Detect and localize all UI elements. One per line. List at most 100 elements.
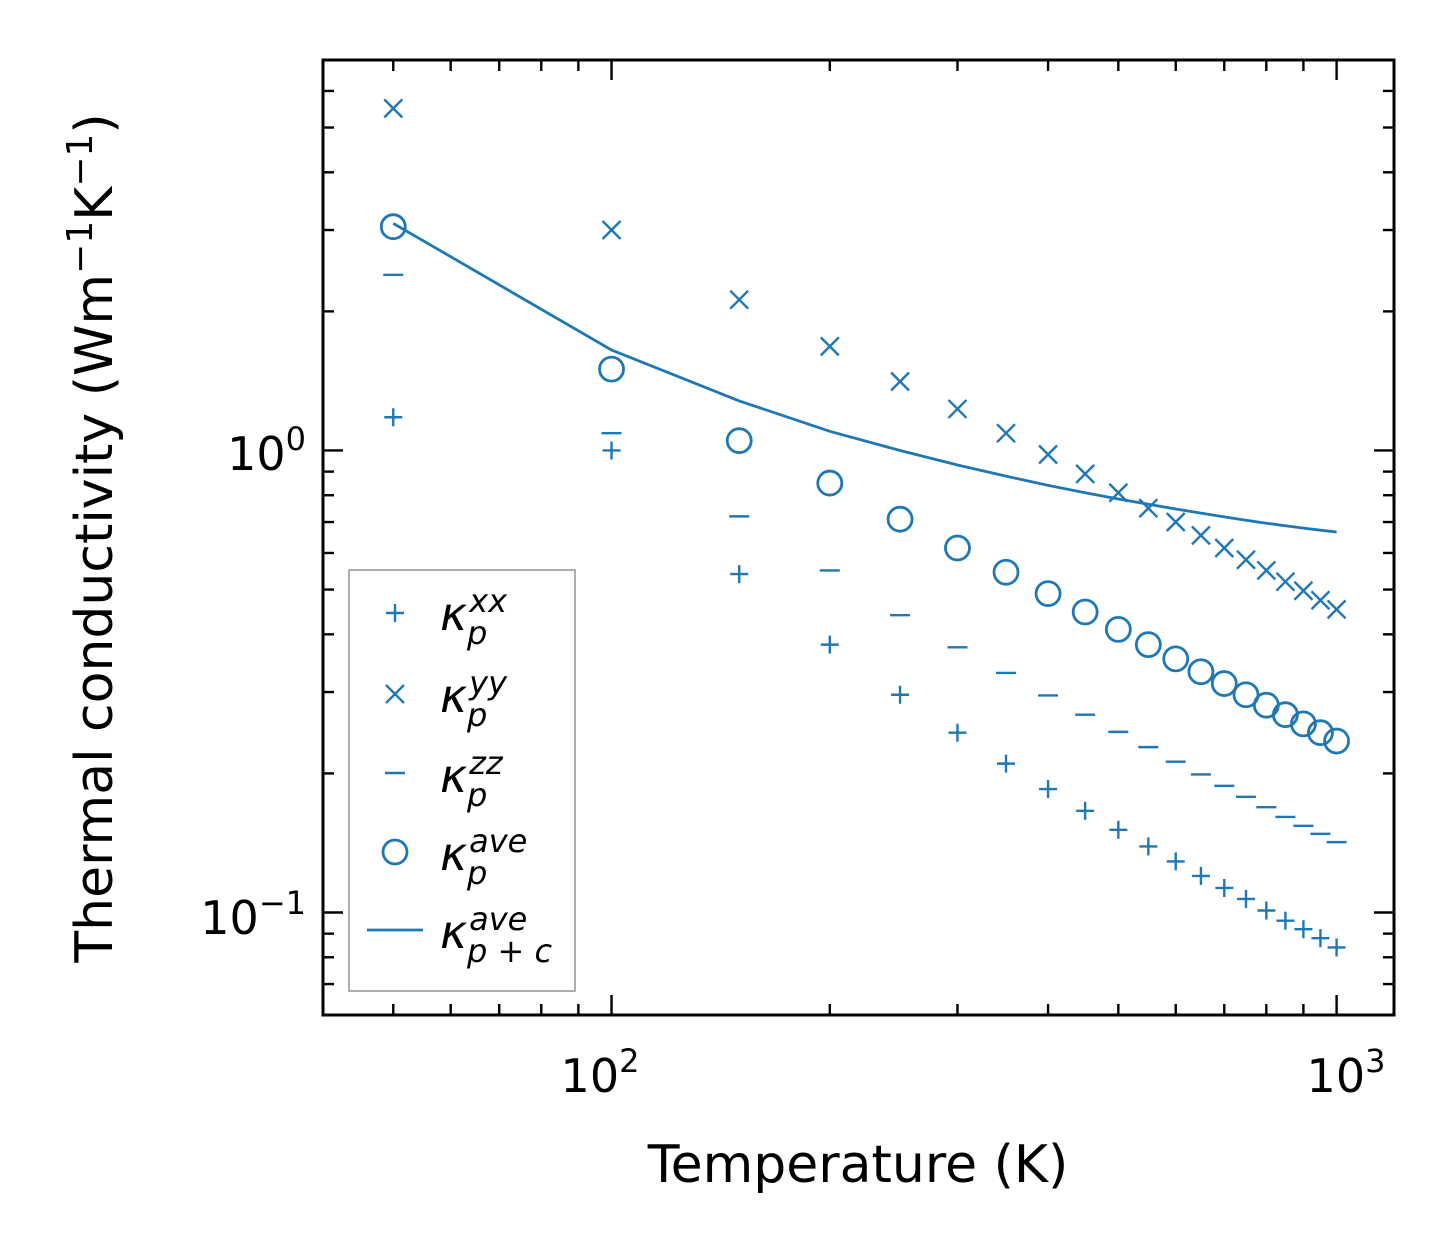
point-kyy-100-b bbox=[601, 220, 622, 240]
point-kave-400 bbox=[1034, 580, 1062, 608]
point-kyy-950 bbox=[1310, 590, 1331, 611]
point-kave-900 bbox=[1290, 710, 1317, 738]
x-tick-label-1000: 103 bbox=[1307, 1042, 1386, 1103]
line-kpc_ave bbox=[392, 222, 1337, 534]
point-kyy-450 bbox=[1075, 463, 1095, 484]
point-kyy-150 bbox=[729, 289, 750, 310]
point-kxx-800 bbox=[1257, 901, 1276, 920]
point-kyy-550-b bbox=[1138, 498, 1159, 519]
point-kxx-600 bbox=[1166, 852, 1185, 871]
point-kyy-150-b bbox=[729, 289, 750, 310]
series-kyy bbox=[383, 98, 1347, 620]
point-kave-150 bbox=[725, 427, 753, 455]
point-kave-650 bbox=[1187, 658, 1215, 686]
point-kyy-1000-b bbox=[1326, 599, 1347, 620]
legend-label-kave: κave p bbox=[440, 822, 527, 892]
point-kyy-900 bbox=[1293, 580, 1314, 601]
legend-label-kzz: κzz p bbox=[440, 744, 504, 814]
point-kave-250 bbox=[886, 505, 914, 533]
point-kxx-350 bbox=[997, 754, 1016, 773]
point-kyy-50 bbox=[383, 98, 404, 119]
point-kyy-200-b bbox=[819, 336, 840, 357]
point-kyy-400-b bbox=[1038, 444, 1058, 465]
point-kxx-150 bbox=[730, 565, 749, 584]
point-kyy-950-b bbox=[1310, 590, 1331, 611]
major-ticks bbox=[323, 60, 1394, 1015]
point-kave-700 bbox=[1210, 670, 1238, 697]
y-tick-label-1: 100 bbox=[227, 420, 306, 481]
point-kxx-650 bbox=[1191, 866, 1210, 885]
point-kyy-700 bbox=[1214, 538, 1235, 558]
point-kave-950 bbox=[1307, 719, 1334, 747]
point-kyy-850 bbox=[1275, 571, 1296, 592]
minor-ticks bbox=[321, 58, 1394, 1017]
point-kyy-600-b bbox=[1165, 512, 1186, 532]
legend-marker-kyy bbox=[385, 684, 405, 704]
series-kpc_ave bbox=[392, 222, 1337, 534]
legend-label-kyy: κyy p bbox=[440, 664, 508, 734]
legend-marker-kyy-b bbox=[385, 684, 405, 704]
point-kyy-800 bbox=[1256, 560, 1277, 581]
y-axis-label: Thermal conductivity (Wm−1K−1) bbox=[60, 113, 125, 963]
point-kave-500 bbox=[1104, 615, 1132, 643]
point-kave-50 bbox=[379, 213, 407, 241]
y-tick-label-0.1: 10−1 bbox=[200, 884, 306, 945]
legend-marker-kxx bbox=[386, 604, 404, 622]
point-kyy-600 bbox=[1165, 512, 1186, 532]
point-kyy-650-b bbox=[1191, 525, 1211, 546]
point-kxx-250 bbox=[891, 685, 910, 704]
point-kxx-300 bbox=[948, 723, 967, 742]
point-kxx-950 bbox=[1311, 929, 1330, 948]
point-kave-350 bbox=[992, 558, 1020, 586]
legend-label-kpc-ave: κave p + c bbox=[440, 900, 552, 970]
x-tick-label-100: 102 bbox=[561, 1042, 640, 1103]
point-kxx-550 bbox=[1139, 837, 1158, 856]
plot-frame bbox=[321, 58, 1396, 1017]
point-kxx-900 bbox=[1294, 920, 1313, 939]
point-kyy-350-b bbox=[996, 423, 1016, 444]
point-kxx-1000 bbox=[1327, 938, 1346, 957]
series-kxx bbox=[384, 408, 1346, 957]
point-kxx-100 bbox=[602, 441, 621, 460]
point-kyy-800-b bbox=[1256, 560, 1277, 581]
point-kyy-900-b bbox=[1293, 580, 1314, 601]
legend-markers bbox=[367, 604, 423, 932]
point-kave-600 bbox=[1162, 645, 1190, 673]
point-kave-550 bbox=[1134, 631, 1162, 659]
series-kzz bbox=[383, 273, 1347, 844]
point-kyy-850-b bbox=[1275, 571, 1296, 592]
point-kave-100 bbox=[598, 355, 625, 383]
legend-marker-kave bbox=[381, 838, 409, 866]
point-kyy-750 bbox=[1236, 549, 1256, 570]
data-series bbox=[379, 98, 1350, 957]
point-kyy-750-b bbox=[1236, 549, 1256, 570]
point-kxx-50 bbox=[384, 408, 403, 427]
point-kyy-300 bbox=[947, 399, 968, 419]
point-kxx-400 bbox=[1039, 780, 1058, 799]
point-kyy-350 bbox=[996, 423, 1016, 444]
point-kxx-500 bbox=[1109, 820, 1128, 839]
legend: κxx p κyy p κzz p κave p κave p + c bbox=[348, 569, 576, 992]
point-kyy-250-b bbox=[890, 371, 910, 392]
x-axis-label: Temperature (K) bbox=[647, 1135, 1069, 1195]
point-kxx-750 bbox=[1237, 889, 1256, 908]
point-kyy-700-b bbox=[1214, 538, 1235, 558]
point-kave-200 bbox=[816, 469, 844, 497]
point-kxx-700 bbox=[1215, 878, 1234, 897]
series-kave bbox=[379, 213, 1350, 755]
point-kave-450 bbox=[1071, 598, 1099, 626]
point-kxx-450 bbox=[1076, 801, 1095, 820]
point-kxx-850 bbox=[1276, 911, 1295, 930]
point-kyy-300-b bbox=[947, 399, 968, 419]
point-kyy-250 bbox=[890, 371, 910, 392]
point-kyy-450-b bbox=[1075, 463, 1095, 484]
point-kyy-650 bbox=[1191, 525, 1211, 546]
point-kxx-200 bbox=[820, 635, 839, 654]
point-kyy-100 bbox=[601, 220, 622, 240]
legend-label-kxx: κxx p bbox=[440, 582, 508, 652]
point-kave-300 bbox=[944, 534, 971, 562]
point-kyy-1000 bbox=[1326, 599, 1347, 620]
point-kyy-200 bbox=[819, 336, 840, 357]
point-kyy-400 bbox=[1038, 444, 1058, 465]
